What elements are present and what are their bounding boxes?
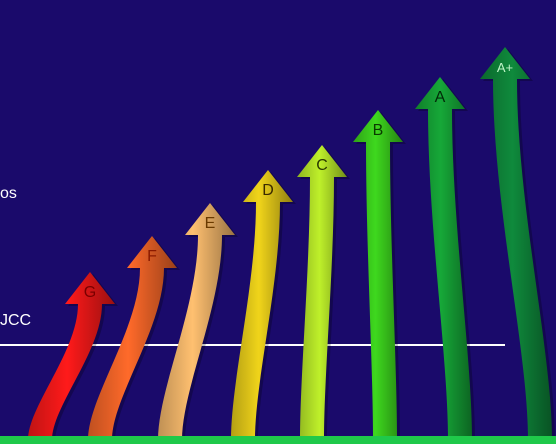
arrow-label: E [205, 215, 216, 232]
rating-arrow-a-plus: A+ [480, 47, 555, 442]
arrow-shape [415, 77, 472, 440]
rating-arrow-b: B [353, 110, 406, 442]
arrow-label: A [435, 89, 446, 106]
arrows-layer: G F E D C B A A+ [28, 47, 555, 442]
arrow-shape [231, 170, 293, 440]
bottom-bar [0, 436, 556, 444]
rating-arrow-f: F [88, 236, 180, 442]
rating-arrow-e: E [158, 203, 238, 442]
arrow-label: B [373, 122, 384, 139]
arrow-label: F [147, 248, 157, 265]
arrow-shape [158, 203, 235, 440]
rating-arrow-c: C [297, 145, 350, 442]
arrow-shape [353, 110, 403, 440]
side-text-upper: os [0, 185, 17, 202]
arrow-shape [28, 272, 115, 440]
arrow-shape [88, 236, 177, 440]
arrow-shape [297, 145, 347, 440]
rating-arrow-d: D [231, 170, 296, 442]
rating-arrow-g: G [28, 272, 118, 442]
arrow-shape [480, 47, 552, 440]
arrow-label: G [84, 284, 96, 301]
side-text-lower: JCC [0, 312, 32, 329]
rating-arrow-a: A [415, 77, 475, 442]
arrow-label: C [316, 157, 328, 174]
arrow-label: D [262, 182, 274, 199]
arrow-label: A+ [497, 60, 513, 75]
